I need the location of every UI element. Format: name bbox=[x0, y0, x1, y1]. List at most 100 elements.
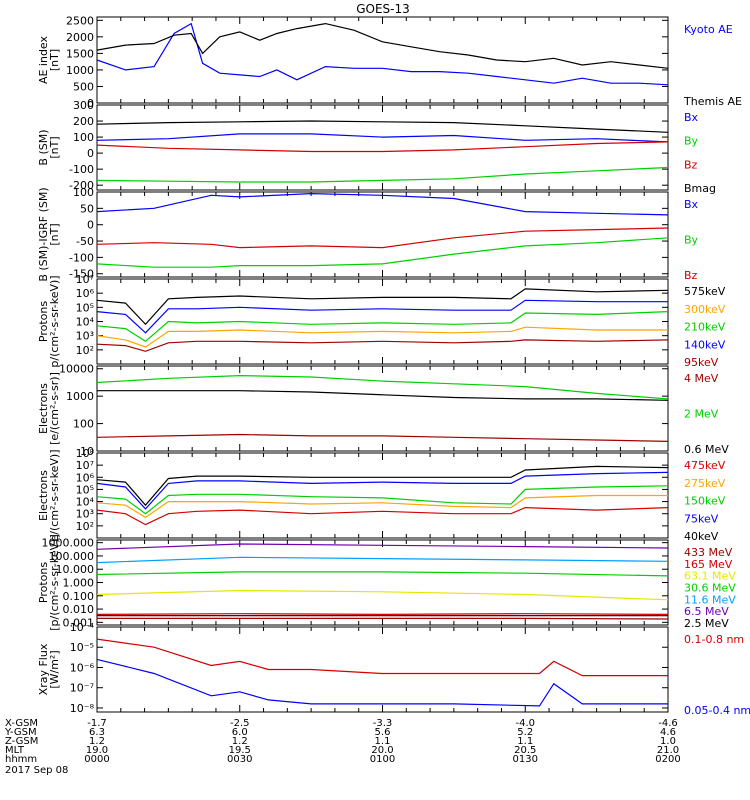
footer-value: 5.2 bbox=[517, 727, 533, 738]
series-line bbox=[96, 299, 668, 334]
y-tick-label: 0 bbox=[87, 97, 94, 110]
legend-label: 140keV bbox=[684, 338, 726, 351]
legend-label: Kyoto AE bbox=[684, 23, 733, 36]
y-tick-label: 0.100 bbox=[63, 590, 95, 603]
legend-label: 40keV bbox=[684, 530, 719, 543]
legend-label: Bmag bbox=[684, 182, 716, 195]
panel-2: -150 -100 -50 0 50 100 B (SM)-IGRF (SM)[nT] Bx B… bbox=[37, 186, 699, 282]
y-tick-label: 200 bbox=[73, 115, 94, 128]
y-axis-label: Protons bbox=[37, 301, 50, 342]
series-line bbox=[96, 22, 669, 69]
footer-value: 20.0 bbox=[371, 745, 393, 756]
panel-4: 10 100 1000 10000 Electrons[e/(cm²-s-sr)] 4 M… bbox=[37, 363, 729, 458]
y-tick-label: 100.000 bbox=[49, 550, 95, 563]
series-line bbox=[96, 571, 669, 577]
series-line bbox=[96, 311, 669, 343]
series-line bbox=[96, 658, 668, 707]
y-tick-label: 500 bbox=[73, 80, 94, 93]
y-tick-label: 50 bbox=[80, 202, 94, 215]
y-tick-label: 10² bbox=[76, 344, 94, 357]
footer-row-label: MLT bbox=[5, 745, 25, 756]
legend-label: 2 MeV bbox=[684, 408, 719, 421]
footer-value: 5.6 bbox=[375, 727, 391, 738]
y-tick-label: 100 bbox=[73, 186, 94, 199]
y-tick-label: 10000 bbox=[59, 363, 94, 376]
y-tick-label: 10³ bbox=[76, 508, 94, 521]
series-line bbox=[96, 465, 669, 507]
panel-frame bbox=[96, 539, 669, 626]
footer-value: 1.1 bbox=[517, 736, 533, 747]
legend-label: 75keV bbox=[684, 512, 719, 525]
y-tick-label: 10⁻⁷ bbox=[70, 682, 94, 695]
y-tick-label: 10⁴ bbox=[76, 316, 95, 329]
legend-label: By bbox=[684, 135, 699, 148]
series-line bbox=[96, 237, 669, 268]
panel-frame bbox=[96, 104, 669, 191]
legend-label: 150keV bbox=[684, 495, 726, 508]
series-line bbox=[96, 288, 669, 326]
y-tick-label: 1000.000 bbox=[42, 537, 95, 550]
y-tick-label: 300 bbox=[73, 99, 94, 112]
legend-label: 30.6 MeV bbox=[684, 582, 736, 595]
y-tick-label: 10³ bbox=[76, 330, 94, 343]
series-line bbox=[96, 433, 669, 442]
legend-label: Bz bbox=[684, 158, 698, 171]
y-tick-label: 10 bbox=[80, 445, 94, 458]
y-tick-label: 100 bbox=[73, 131, 94, 144]
footer-value: 0000 bbox=[84, 754, 109, 765]
y-tick-label: 10.000 bbox=[56, 563, 95, 576]
series-line bbox=[96, 374, 669, 400]
y-axis-label: [nT] bbox=[48, 136, 61, 158]
y-tick-label: 0.001 bbox=[63, 616, 95, 629]
y-tick-label: 10⁵ bbox=[76, 483, 94, 496]
legend-label: 63.1 MeV bbox=[684, 570, 736, 583]
y-axis-label: [nT] bbox=[48, 223, 61, 245]
y-tick-label: 0 bbox=[87, 219, 94, 232]
y-tick-label: 100 bbox=[73, 418, 94, 431]
legend-label: Themis AE bbox=[683, 95, 742, 108]
legend-label: 95keV bbox=[684, 356, 719, 369]
footer-value: 1.1 bbox=[375, 736, 391, 747]
footer-row-label: X-GSM bbox=[5, 718, 38, 729]
panel-6: 0.0010.0100.1001.00010.000100.0001000.00… bbox=[37, 534, 736, 631]
legend-label: Bx bbox=[684, 111, 699, 124]
y-tick-label: 10⁵ bbox=[76, 301, 94, 314]
y-tick-label: 2000 bbox=[66, 31, 94, 44]
series-line bbox=[96, 339, 669, 352]
footer-value: -3.3 bbox=[373, 718, 393, 729]
footer-value: 20.5 bbox=[514, 745, 536, 756]
footer-row-label: hhmm bbox=[5, 754, 37, 765]
y-tick-label: -100 bbox=[69, 251, 94, 264]
footer-value: 0130 bbox=[513, 754, 538, 765]
y-axis-label: B (SM) bbox=[37, 129, 50, 165]
footer-row-label: Z-GSM bbox=[5, 736, 38, 747]
footer-value: 1.0 bbox=[660, 736, 676, 747]
y-tick-label: 0 bbox=[87, 147, 94, 160]
y-axis-label: [p/(cm²-s-sr-keV)] bbox=[48, 534, 61, 631]
y-tick-label: -150 bbox=[69, 268, 94, 281]
y-axis-label: Electrons bbox=[37, 383, 50, 434]
y-axis-label: [W/m²] bbox=[48, 650, 61, 688]
series-line bbox=[96, 638, 668, 677]
footer-value: -2.5 bbox=[230, 718, 250, 729]
footer-value: -1.7 bbox=[87, 718, 107, 729]
footer-value: -4.0 bbox=[515, 718, 535, 729]
y-tick-label: 1500 bbox=[66, 47, 94, 60]
y-tick-label: 0.010 bbox=[63, 603, 95, 616]
footer-value: 1.2 bbox=[89, 736, 105, 747]
y-tick-label: -200 bbox=[69, 179, 94, 192]
plot-title: GOES-13 bbox=[356, 2, 410, 16]
legend-label: 0.05-0.4 nm bbox=[684, 704, 750, 717]
y-tick-label: 10⁴ bbox=[76, 496, 95, 509]
y-tick-label: 10⁻⁵ bbox=[70, 641, 94, 654]
legend-label: Bz bbox=[684, 269, 698, 282]
y-axis-label: Electrons bbox=[37, 470, 50, 521]
y-axis-label: Xray Flux bbox=[37, 643, 50, 695]
y-tick-label: 10⁶ bbox=[76, 471, 95, 484]
legend-label: 275keV bbox=[684, 477, 726, 490]
y-tick-label: 1.000 bbox=[63, 577, 95, 590]
legend-label: 300keV bbox=[684, 303, 726, 316]
